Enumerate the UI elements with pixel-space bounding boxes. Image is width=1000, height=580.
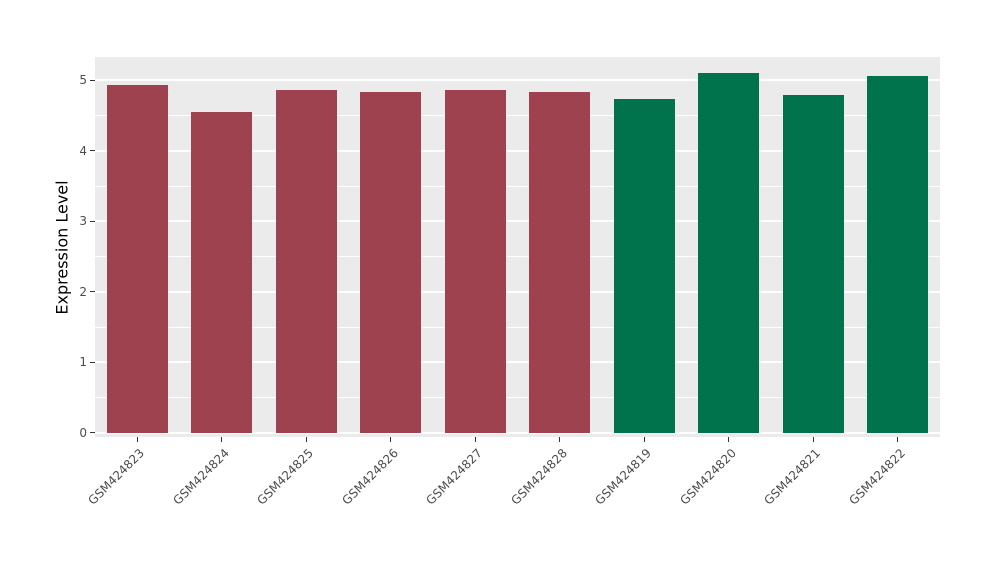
y-axis-tick-mark (90, 220, 95, 222)
gridline-minor (95, 397, 940, 399)
y-axis-tick-mark (90, 79, 95, 81)
x-axis-tick-mark (559, 437, 561, 442)
x-axis-tick-label: GSM424824 (170, 446, 232, 508)
y-axis-tick-mark (90, 150, 95, 152)
x-axis-tick-label: GSM424819 (592, 446, 655, 508)
x-axis-tick-mark (221, 437, 223, 442)
bar-GSM424822 (867, 75, 928, 433)
bar-GSM424819 (614, 98, 675, 433)
y-axis-tick-mark (90, 291, 95, 293)
y-axis-tick-label: 0 (79, 425, 87, 440)
x-axis-tick-mark (305, 437, 307, 442)
gridline-major (95, 79, 940, 82)
bar-GSM424821 (783, 94, 844, 433)
gridline-major (95, 431, 940, 434)
gridline-minor (95, 185, 940, 187)
y-axis-tick-mark (90, 432, 95, 434)
gridline-major (95, 220, 940, 223)
x-axis-tick-label: GSM424826 (339, 446, 401, 508)
bar-GSM424820 (698, 72, 759, 433)
x-axis-tick-label: GSM424822 (846, 446, 908, 508)
gridline-minor (95, 115, 940, 117)
x-axis-tick-label: GSM424827 (423, 446, 486, 508)
x-axis-tick-mark (474, 437, 476, 442)
y-axis-tick-label: 3 (79, 214, 87, 229)
y-axis-tick-label: 5 (79, 73, 87, 88)
bar-GSM424823 (107, 84, 168, 433)
y-axis-tick-label: 4 (79, 143, 87, 158)
y-axis-tick-mark (90, 361, 95, 363)
y-axis-tick-label: 1 (79, 355, 87, 370)
x-axis-tick-mark (390, 437, 392, 442)
x-axis-tick-label: GSM424825 (254, 446, 317, 508)
bar-GSM424828 (529, 91, 590, 433)
gridline-minor (95, 326, 940, 328)
x-axis-tick-label: GSM424823 (85, 446, 148, 508)
bar-GSM424825 (276, 89, 337, 433)
x-axis-tick-label: GSM424828 (508, 446, 570, 508)
x-axis-tick-mark (136, 437, 138, 442)
bar-GSM424827 (445, 89, 506, 433)
bar-GSM424826 (360, 91, 421, 433)
x-axis-tick-label: GSM424821 (761, 446, 824, 508)
x-axis-tick-mark (812, 437, 814, 442)
x-axis-tick-label: GSM424820 (677, 446, 739, 508)
gridline-major (95, 361, 940, 364)
plot-panel (95, 57, 940, 437)
gridline-major (95, 290, 940, 293)
gridline-minor (95, 256, 940, 258)
x-axis-tick-mark (643, 437, 645, 442)
x-axis-tick-mark (728, 437, 730, 442)
x-axis-tick-mark (897, 437, 899, 442)
y-axis-tick-label: 2 (79, 284, 87, 299)
gridline-major (95, 149, 940, 152)
bar-GSM424824 (191, 111, 252, 433)
